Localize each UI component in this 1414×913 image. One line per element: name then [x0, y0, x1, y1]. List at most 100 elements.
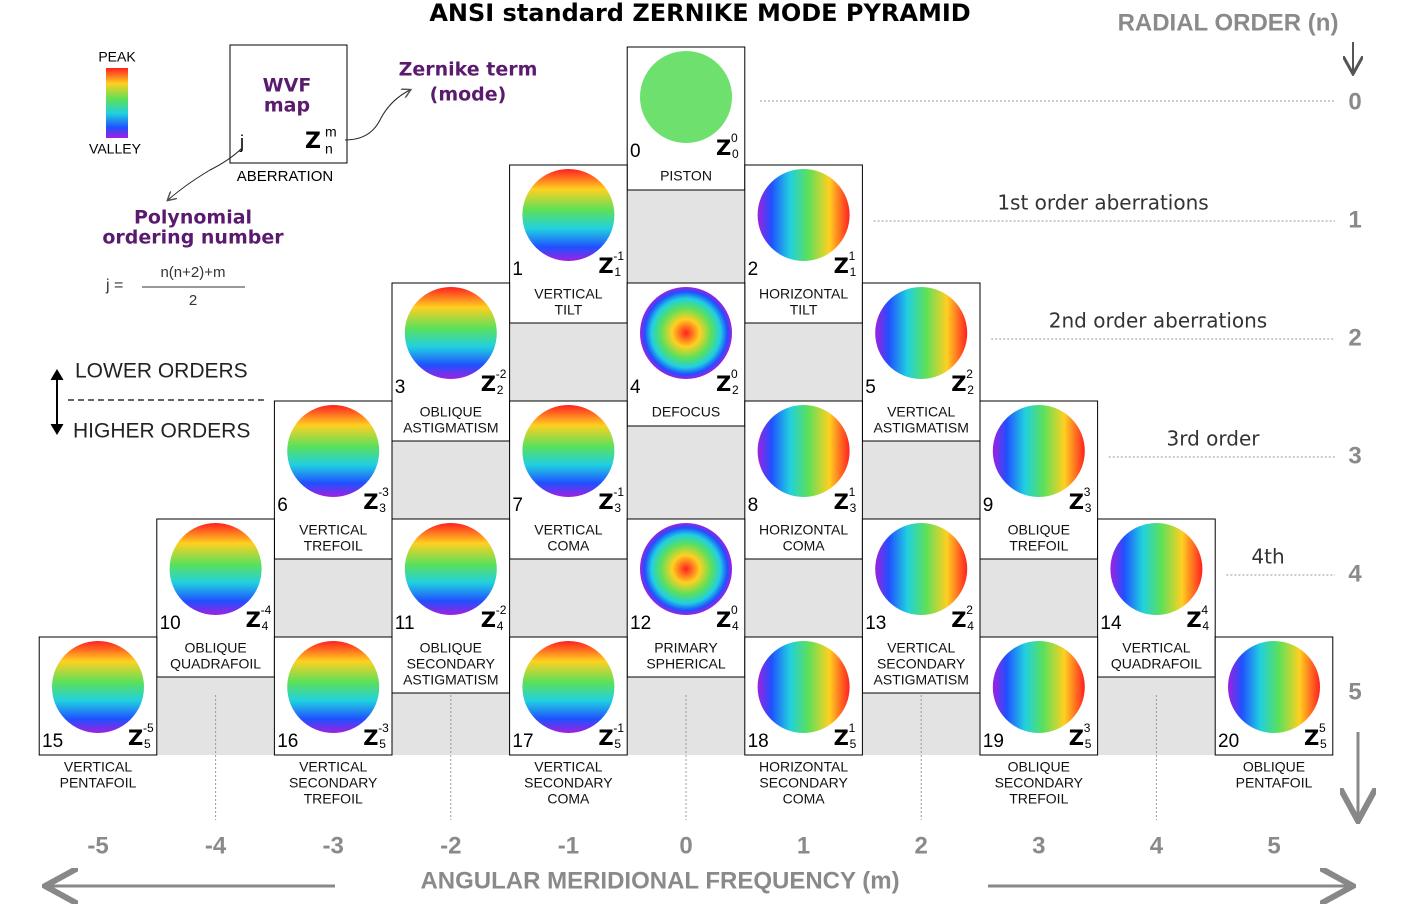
wavefront-map	[522, 169, 615, 261]
mode-index: 6	[277, 495, 288, 516]
angular-axis-label: ANGULAR MERIDIONAL FREQUENCY (m)	[420, 867, 899, 894]
angular-frequency: 4	[1150, 832, 1164, 859]
mode-m: -1	[613, 485, 624, 499]
mode-m: 2	[966, 603, 973, 617]
mode-n: 5	[1085, 737, 1092, 751]
angular-frequency: -1	[558, 832, 579, 859]
mode-name: HORIZONTAL	[759, 286, 848, 302]
mode-name: SECONDARY	[524, 775, 613, 791]
mode-index: 10	[160, 613, 181, 634]
mode-name: SECONDARY	[289, 775, 378, 791]
mode-name: COMA	[547, 538, 590, 554]
mode-name: TILT	[555, 302, 583, 318]
mode-m: 5	[1319, 721, 1326, 735]
mode-name: PENTAFOIL	[1236, 775, 1313, 791]
order-annotation: 1st order aberrations	[997, 191, 1208, 215]
legend-valley: VALLEY	[89, 141, 142, 157]
mode-m: 1	[849, 485, 856, 499]
mode-m: -2	[496, 367, 507, 381]
angular-frequency: 2	[915, 832, 928, 859]
wavefront-map	[52, 641, 144, 733]
wavefront-map	[404, 523, 497, 615]
legend-bar	[106, 68, 128, 138]
mode-name: TILT	[790, 302, 818, 318]
radial-order: 5	[1348, 678, 1361, 705]
key-map-label: map	[264, 95, 310, 117]
mode-symbol: Z	[598, 490, 613, 514]
mode-index: 16	[277, 731, 298, 752]
mode-name: COMA	[547, 791, 590, 807]
mode-n: 2	[732, 383, 739, 397]
title: ANSI standard ZERNIKE MODE PYRAMID	[429, 0, 970, 27]
key-z: Z	[305, 129, 321, 154]
mode-n: 0	[732, 147, 739, 161]
mode-name: ASTIGMATISM	[873, 672, 968, 688]
mode-name: VERTICAL	[534, 522, 602, 538]
mode-n: 3	[850, 501, 857, 515]
mode-index: 7	[512, 495, 523, 516]
mode-name: VERTICAL	[64, 759, 132, 775]
mode-m: 4	[1201, 603, 1208, 617]
order-annotation: 2nd order aberrations	[1049, 309, 1267, 333]
mode-m: 3	[1084, 485, 1091, 499]
mode-index: 12	[630, 613, 651, 634]
mode-name: TREFOIL	[304, 538, 363, 554]
mode-m: -5	[143, 721, 154, 735]
wavefront-map	[757, 169, 850, 261]
mode-n: 5	[1320, 737, 1327, 751]
key-map-label: WVF	[263, 75, 312, 97]
mode-index: 3	[395, 377, 406, 398]
mode-name: VERTICAL	[534, 759, 602, 775]
wavefront-map	[875, 523, 968, 615]
mode-symbol: Z	[834, 490, 849, 514]
angular-frequency: 1	[797, 832, 810, 859]
angular-frequency: -5	[87, 832, 108, 859]
mode-index: 5	[865, 377, 876, 398]
radial-order: 1	[1348, 206, 1361, 233]
mode-symbol: Z	[481, 608, 496, 632]
mode-name: HORIZONTAL	[759, 759, 848, 775]
mode-symbol: Z	[716, 136, 731, 160]
angular-frequency: -4	[205, 832, 227, 859]
mode-name: HORIZONTAL	[759, 522, 848, 538]
mode-symbol: Z	[363, 726, 378, 750]
angular-frequency: -2	[440, 832, 461, 859]
angular-frequency: 0	[679, 832, 692, 859]
wavefront-map	[404, 287, 497, 379]
mode-m: 0	[731, 603, 738, 617]
wavefront-map	[992, 641, 1085, 733]
formula-lhs: j =	[105, 277, 123, 294]
mode-symbol: Z	[1304, 726, 1319, 750]
wavefront-map	[287, 405, 380, 497]
mode-name: SECONDARY	[877, 656, 966, 672]
order-annotation: 4th	[1251, 545, 1284, 569]
wavefront-map	[287, 641, 380, 733]
mode-index: 18	[748, 731, 769, 752]
wavefront-map	[640, 51, 732, 143]
angular-frequency: 3	[1032, 832, 1045, 859]
mode-name: OBLIQUE	[420, 640, 482, 656]
mode-n: 5	[850, 737, 857, 751]
wavefront-map	[640, 287, 732, 379]
mode-name: VERTICAL	[887, 404, 955, 420]
mode-name: SPHERICAL	[646, 656, 726, 672]
mode-name: TREFOIL	[304, 791, 363, 807]
mode-name: QUADRAFOIL	[1111, 656, 1202, 672]
mode-m: -2	[496, 603, 507, 617]
mode-n: 4	[967, 619, 974, 633]
mode-name: VERTICAL	[299, 522, 367, 538]
mode-name: TREFOIL	[1009, 791, 1068, 807]
mode-n: 4	[1202, 619, 1209, 633]
mode-name: COMA	[783, 791, 826, 807]
key-j: j	[239, 132, 244, 152]
mode-name: OBLIQUE	[184, 640, 246, 656]
mode-symbol: Z	[128, 726, 143, 750]
arrow	[168, 147, 243, 200]
mode-index: 17	[512, 731, 533, 752]
mode-index: 20	[1218, 731, 1239, 752]
higher-orders: HIGHER ORDERS	[73, 420, 250, 443]
arrow	[344, 90, 410, 141]
mode-n: 3	[614, 501, 621, 515]
mode-index: 13	[865, 613, 886, 634]
